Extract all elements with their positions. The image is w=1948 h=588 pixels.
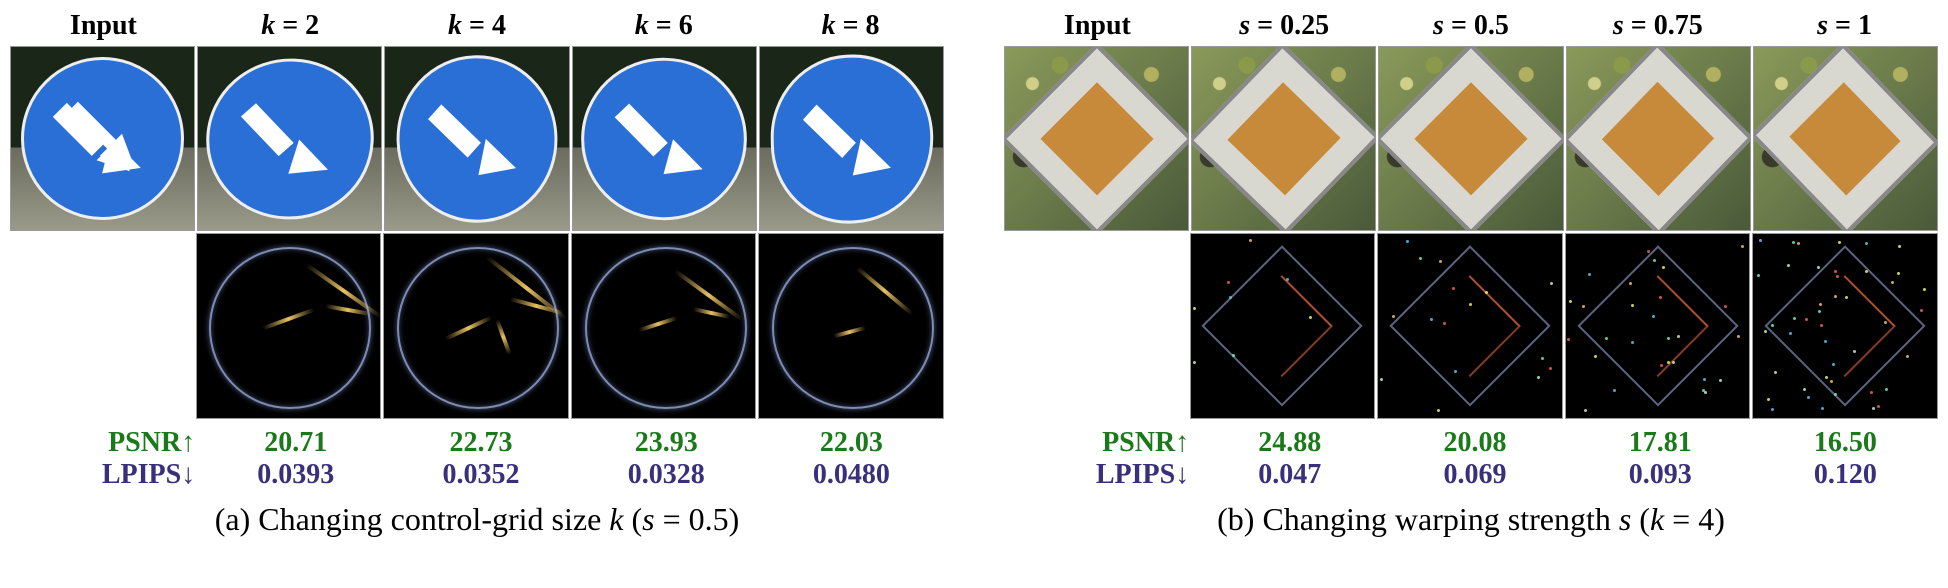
panel-b-psnr-2: 17.81 — [1568, 427, 1753, 459]
panel-a-psnr-1: 22.73 — [388, 427, 573, 459]
panel-b-diff-s075 — [1565, 233, 1751, 419]
panel-a-diff-k4 — [383, 233, 569, 419]
panel-a-header-2: k = 4 — [384, 10, 571, 46]
arrow-icon — [47, 83, 157, 193]
panel-b-header-3: s = 0.75 — [1564, 10, 1751, 46]
arrow-down-icon — [1175, 459, 1189, 490]
panel-a-header-row: Input k = 2 k = 4 k = 6 k = 8 — [10, 10, 944, 46]
figure-container: Input k = 2 k = 4 k = 6 k = 8 — [10, 10, 1938, 538]
panel-b-header-4: s = 1 — [1751, 10, 1938, 46]
panel-b-psnr-0: 24.88 — [1197, 427, 1382, 459]
arrow-up-icon — [1175, 427, 1189, 458]
panel-b-lpips-2: 0.093 — [1568, 459, 1753, 491]
arrow-icon — [608, 83, 721, 194]
panel-b-psnr-row: PSNR 24.88 20.08 17.81 16.50 — [1004, 427, 1938, 459]
panel-a-metrics: PSNR 20.71 22.73 23.93 22.03 LPIPS 0.039… — [10, 427, 944, 491]
panel-a-psnr-0: 20.71 — [203, 427, 388, 459]
panel-b-img-s1 — [1753, 46, 1938, 231]
arrow-icon — [796, 79, 907, 198]
panel-b-metrics: PSNR 24.88 20.08 17.81 16.50 LPIPS 0.047… — [1004, 427, 1938, 491]
panel-a-img-input — [10, 46, 195, 231]
panel-b-img-s025 — [1191, 46, 1376, 231]
panel-a-psnr-3: 22.03 — [759, 427, 944, 459]
panel-a-header-4: k = 8 — [757, 10, 944, 46]
panel-b-header-0: Input — [1004, 10, 1191, 46]
panel-b: Input s = 0.25 s = 0.5 s = 0.75 s = 1 — [1004, 10, 1938, 538]
panel-a-lpips-0: 0.0393 — [203, 459, 388, 491]
panel-a-header-0: Input — [10, 10, 197, 46]
panel-b-caption: (b) Changing warping strength s (k = 4) — [1004, 501, 1938, 538]
panel-a-diff-k2 — [196, 233, 382, 419]
panel-a-lpips-2: 0.0328 — [574, 459, 759, 491]
panel-a-img-k8 — [759, 46, 944, 231]
panel-b-image-row-top — [1004, 46, 1938, 231]
panel-a-img-k6 — [572, 46, 757, 231]
panel-a-header-1: k = 2 — [197, 10, 384, 46]
panel-b-lpips-1: 0.069 — [1382, 459, 1567, 491]
panel-b-header-2: s = 0.5 — [1378, 10, 1565, 46]
arrow-icon — [421, 80, 533, 196]
panel-a-caption: (a) Changing control-grid size k (s = 0.… — [10, 501, 944, 538]
lpips-label: LPIPS — [10, 459, 203, 491]
panel-a-diff-k8 — [758, 233, 944, 419]
panel-b-diff-s05 — [1377, 233, 1563, 419]
panel-b-img-input — [1004, 46, 1189, 231]
arrow-icon — [231, 83, 349, 195]
panel-a-image-row-top — [10, 46, 944, 231]
panel-a-psnr-row: PSNR 20.71 22.73 23.93 22.03 — [10, 427, 944, 459]
arrow-up-icon — [181, 427, 195, 458]
panel-b-image-row-diff — [1004, 233, 1938, 419]
panel-a-img-k4 — [384, 46, 569, 231]
panel-b-lpips-3: 0.120 — [1753, 459, 1938, 491]
panel-a-image-row-diff — [10, 233, 944, 419]
arrow-down-icon — [181, 459, 195, 490]
panel-a-img-k2 — [197, 46, 382, 231]
panel-a-lpips-1: 0.0352 — [388, 459, 573, 491]
panel-b-lpips-row: LPIPS 0.047 0.069 0.093 0.120 — [1004, 459, 1938, 491]
panel-a-lpips-row: LPIPS 0.0393 0.0352 0.0328 0.0480 — [10, 459, 944, 491]
panel-b-psnr-1: 20.08 — [1382, 427, 1567, 459]
panel-b-header-1: s = 0.25 — [1191, 10, 1378, 46]
lpips-label: LPIPS — [1004, 459, 1197, 491]
panel-b-diff-s1 — [1752, 233, 1938, 419]
panel-b-psnr-3: 16.50 — [1753, 427, 1938, 459]
panel-b-lpips-0: 0.047 — [1197, 459, 1382, 491]
panel-a-lpips-3: 0.0480 — [759, 459, 944, 491]
panel-a-psnr-2: 23.93 — [574, 427, 759, 459]
psnr-label: PSNR — [1004, 427, 1197, 459]
panel-a-diff-k6 — [571, 233, 757, 419]
panel-a-header-3: k = 6 — [570, 10, 757, 46]
panel-b-img-s05 — [1378, 46, 1563, 231]
psnr-label: PSNR — [10, 427, 203, 459]
panel-a: Input k = 2 k = 4 k = 6 k = 8 — [10, 10, 944, 538]
panel-b-header-row: Input s = 0.25 s = 0.5 s = 0.75 s = 1 — [1004, 10, 1938, 46]
panel-b-img-s075 — [1566, 46, 1751, 231]
panel-b-diff-s025 — [1190, 233, 1376, 419]
